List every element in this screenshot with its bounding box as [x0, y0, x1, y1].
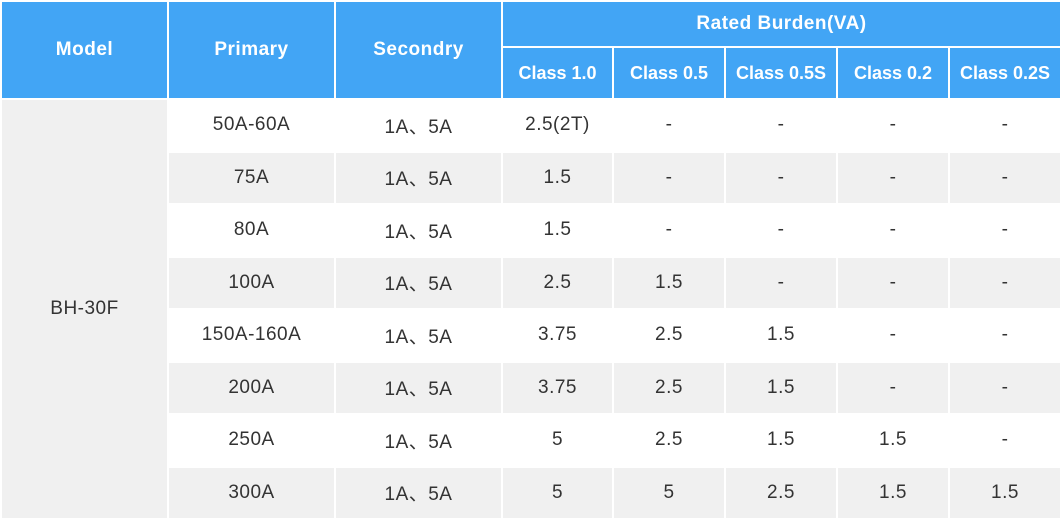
burden-cell: - [612, 98, 726, 153]
burden-cell: 1.5 [836, 413, 950, 468]
burden-cell: 2.5 [612, 308, 726, 363]
burden-cell: - [724, 150, 838, 205]
burden-cell: - [836, 360, 950, 415]
table-header: Model Primary Secondry Rated Burden(VA) … [0, 0, 1060, 100]
burden-cell: 3.75 [501, 360, 614, 415]
header-model: Model [0, 0, 169, 100]
burden-cell: - [724, 98, 838, 153]
burden-cell: - [724, 203, 838, 258]
model-cell: BH-30F [0, 98, 169, 520]
table-row: 300A 1A、5A 5 5 2.5 1.5 1.5 [1, 465, 1060, 520]
primary-cell: 200A [167, 360, 336, 415]
burden-cell: - [836, 203, 950, 258]
burden-cell: 1.5 [501, 203, 614, 258]
burden-cell: 2.5 [501, 255, 614, 310]
burden-cell: - [836, 150, 950, 205]
burden-cell: 2.5 [724, 465, 838, 520]
burden-cell: 2.5 [612, 413, 726, 468]
burden-cell: - [836, 255, 950, 310]
header-primary: Primary [167, 0, 336, 100]
header-class-1-0: Class 1.0 [501, 46, 614, 100]
burden-cell: - [947, 150, 1060, 205]
header-rated-burden: Rated Burden(VA) [500, 0, 1060, 48]
burden-cell: 1.5 [612, 255, 726, 310]
secondary-cell: 1A、5A [334, 203, 503, 258]
burden-cell: - [724, 255, 838, 310]
table-row: BH-30F 50A-60A 1A、5A 2.5(2T) - - - - [0, 98, 1060, 520]
burden-cell: 2.5 [612, 360, 726, 415]
burden-cell: 5 [501, 465, 614, 520]
secondary-cell: 1A、5A [334, 360, 503, 415]
header-class-0-2: Class 0.2 [836, 46, 950, 100]
secondary-cell: 1A、5A [334, 98, 503, 153]
primary-cell: 50A-60A [167, 98, 336, 153]
primary-cell: 100A [167, 255, 336, 310]
burden-cell: 3.75 [501, 308, 614, 363]
burden-cell: - [612, 203, 726, 258]
primary-cell: 75A [167, 150, 336, 205]
burden-cell: 1.5 [836, 465, 950, 520]
burden-cell: - [947, 255, 1060, 310]
burden-cell: 1.5 [724, 360, 838, 415]
burden-cell: - [836, 308, 950, 363]
header-class-0-5s: Class 0.5S [724, 46, 838, 100]
table-row: 100A 1A、5A 2.5 1.5 - - - [1, 255, 1060, 310]
burden-cell: - [947, 98, 1060, 153]
secondary-cell: 1A、5A [334, 465, 503, 520]
header-class-0-5: Class 0.5 [612, 46, 726, 100]
table-row: 75A 1A、5A 1.5 - - - - [1, 150, 1060, 205]
burden-cell: - [947, 360, 1060, 415]
table-row: 200A 1A、5A 3.75 2.5 1.5 - - [1, 360, 1060, 415]
burden-cell: 1.5 [724, 308, 838, 363]
header-secondary: Secondry [334, 0, 503, 100]
primary-cell: 150A-160A [167, 308, 336, 363]
burden-cell: 5 [501, 413, 614, 468]
burden-cell: - [612, 150, 726, 205]
burden-cell: 5 [612, 465, 726, 520]
primary-cell: 80A [167, 203, 336, 258]
burden-cell: 1.5 [501, 150, 614, 205]
table-row: 150A-160A 1A、5A 3.75 2.5 1.5 - - [1, 308, 1060, 363]
primary-cell: 300A [167, 465, 336, 520]
secondary-cell: 1A、5A [334, 308, 503, 363]
table-body: BH-30F 50A-60A 1A、5A 2.5(2T) - - - - 75A… [0, 98, 1060, 520]
primary-cell: 250A [167, 413, 336, 468]
secondary-cell: 1A、5A [334, 413, 503, 468]
burden-cell: - [947, 203, 1060, 258]
secondary-cell: 1A、5A [334, 255, 503, 310]
burden-cell: - [947, 413, 1060, 468]
burden-cell: 1.5 [947, 465, 1060, 520]
burden-cell: - [947, 308, 1060, 363]
header-class-0-2s: Class 0.2S [947, 46, 1060, 100]
table-row: 250A 1A、5A 5 2.5 1.5 1.5 - [1, 413, 1060, 468]
burden-cell: 2.5(2T) [501, 98, 614, 153]
burden-cell: 1.5 [724, 413, 838, 468]
secondary-cell: 1A、5A [334, 150, 503, 205]
burden-cell: - [836, 98, 950, 153]
table-row: 80A 1A、5A 1.5 - - - - [1, 203, 1060, 258]
